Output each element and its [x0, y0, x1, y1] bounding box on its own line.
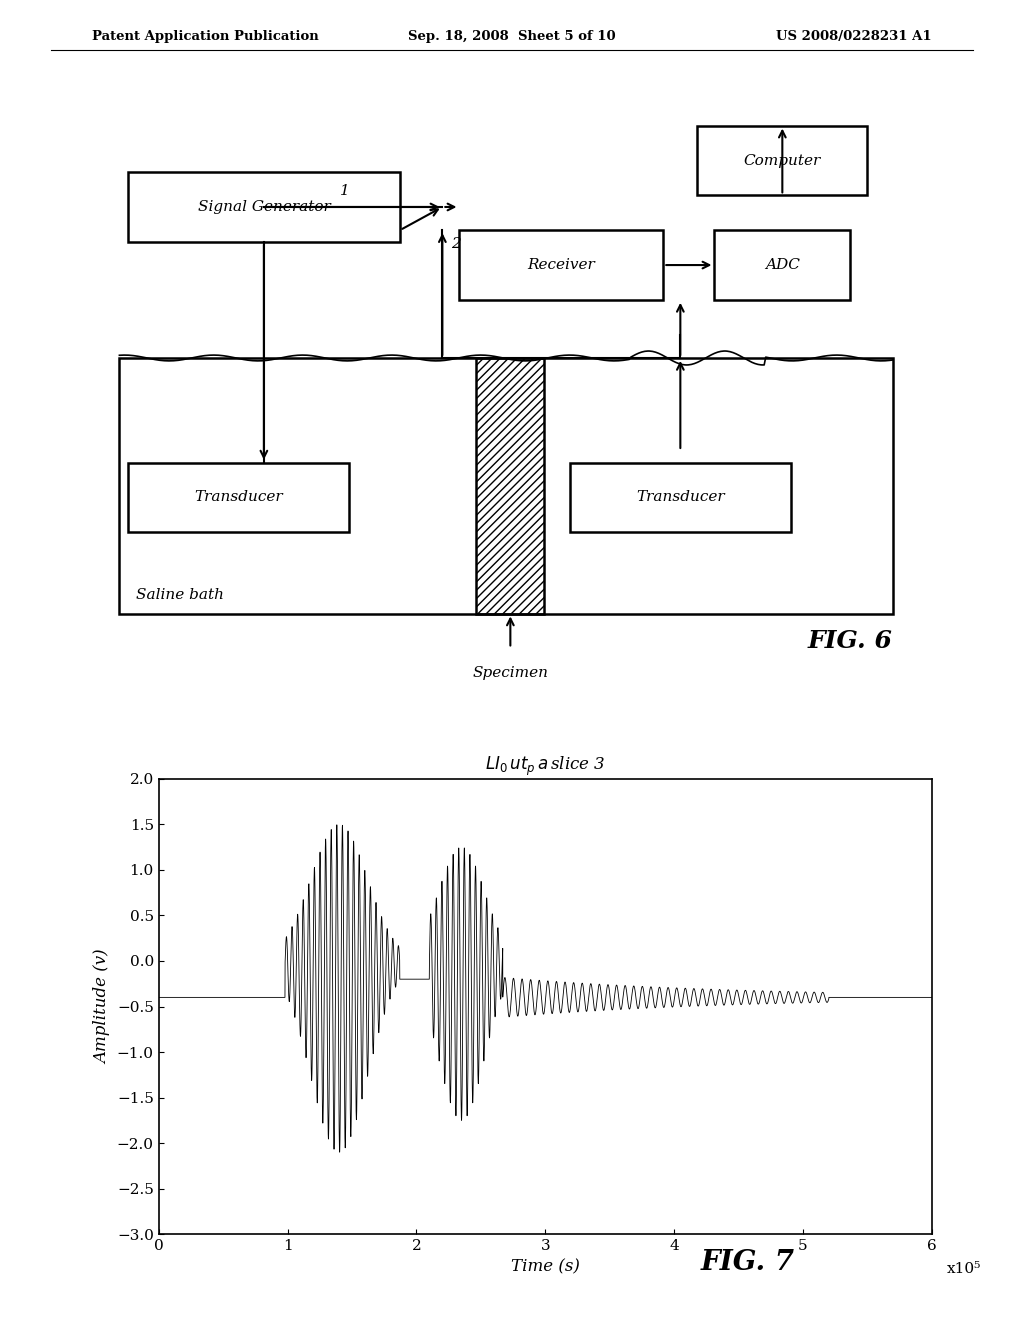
Bar — [128, 462, 349, 532]
Bar — [120, 358, 893, 614]
Text: 2: 2 — [451, 236, 461, 251]
Text: US 2008/0228231 A1: US 2008/0228231 A1 — [776, 30, 932, 44]
Text: Signal Generator: Signal Generator — [198, 199, 331, 214]
Text: 1: 1 — [340, 185, 350, 198]
Bar — [476, 358, 545, 614]
Text: FIG. 6: FIG. 6 — [808, 630, 893, 653]
Text: Saline bath: Saline bath — [136, 587, 224, 602]
Bar — [460, 230, 664, 300]
Text: Sep. 18, 2008  Sheet 5 of 10: Sep. 18, 2008 Sheet 5 of 10 — [409, 30, 615, 44]
Text: Patent Application Publication: Patent Application Publication — [92, 30, 318, 44]
Text: Transducer: Transducer — [195, 490, 283, 504]
Y-axis label: Amplitude (v): Amplitude (v) — [94, 949, 112, 1064]
Bar — [697, 125, 867, 195]
Bar — [569, 462, 791, 532]
Text: Receiver: Receiver — [527, 257, 595, 272]
Text: ADC: ADC — [765, 257, 800, 272]
X-axis label: Time (s): Time (s) — [511, 1258, 580, 1275]
Text: FIG. 7: FIG. 7 — [700, 1249, 795, 1276]
Text: Specimen: Specimen — [472, 665, 549, 680]
Bar — [128, 172, 399, 242]
Text: Computer: Computer — [743, 153, 821, 168]
Bar — [715, 230, 850, 300]
Text: Transducer: Transducer — [636, 490, 725, 504]
Text: x10⁵: x10⁵ — [947, 1262, 982, 1275]
Title: $LI_0\,ut_p\,a\,$slice 3: $LI_0\,ut_p\,a\,$slice 3 — [485, 755, 605, 779]
